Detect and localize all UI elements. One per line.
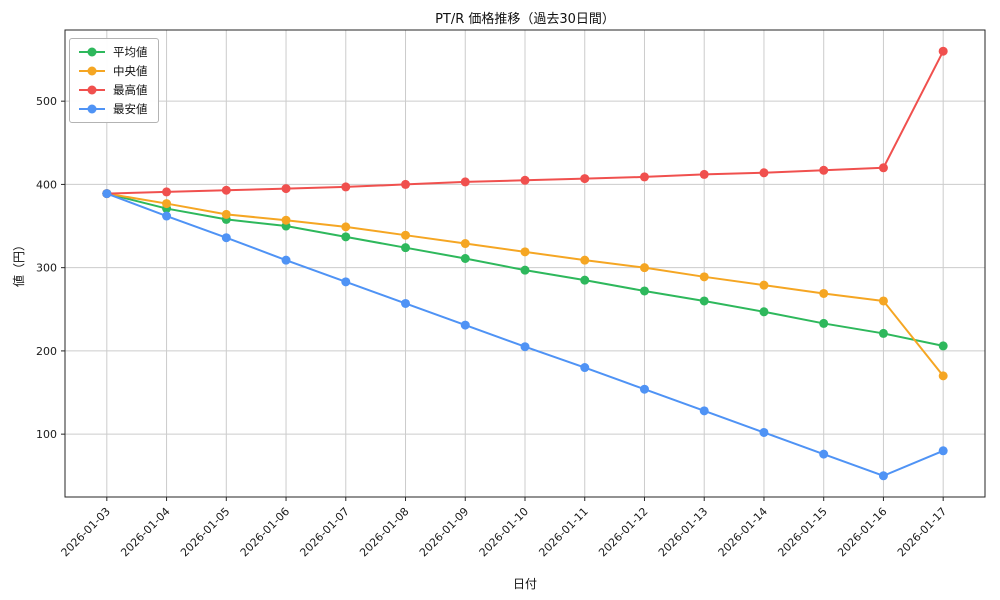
x-tick-label: 2026-01-08: [357, 505, 411, 559]
legend-item-1: 中央値: [77, 63, 148, 79]
legend-label: 平均値: [113, 45, 148, 59]
series-marker-2: [699, 169, 709, 179]
series-marker-0: [938, 341, 948, 351]
series-marker-1: [699, 272, 709, 282]
legend-item-3: 最安値: [77, 101, 148, 117]
series-marker-1: [401, 230, 411, 240]
x-tick-label: 2026-01-15: [775, 505, 829, 559]
series-marker-3: [580, 363, 590, 373]
plot-frame: [64, 29, 986, 498]
x-tick-label: 2026-01-14: [716, 505, 770, 559]
legend-marker-icon: [79, 104, 105, 114]
x-tick-label: 2026-01-03: [59, 505, 113, 559]
x-tick-label: 2026-01-16: [835, 505, 889, 559]
series-marker-2: [819, 165, 829, 175]
x-tick-label: 2026-01-09: [417, 505, 471, 559]
y-tick-label: 500: [36, 95, 57, 108]
series-marker-1: [520, 247, 530, 257]
series-marker-0: [520, 265, 530, 275]
chart-title: PT/R 価格推移（過去30日間）: [435, 12, 615, 27]
series-marker-0: [819, 318, 829, 328]
series-marker-1: [580, 255, 590, 265]
series-marker-0: [460, 254, 470, 264]
series-marker-3: [878, 471, 888, 481]
series-marker-2: [520, 175, 530, 185]
series-marker-1: [878, 296, 888, 306]
series-marker-0: [341, 232, 351, 242]
series-marker-1: [281, 215, 291, 225]
series-marker-1: [938, 371, 948, 381]
series-marker-1: [639, 263, 649, 273]
series-marker-2: [639, 172, 649, 182]
series-marker-3: [819, 449, 829, 459]
legend-marker-icon: [79, 47, 105, 57]
x-tick-label: 2026-01-11: [536, 505, 590, 559]
series-marker-2: [938, 46, 948, 56]
legend: 平均値中央値最高値最安値: [69, 38, 159, 123]
y-tick-label: 300: [36, 262, 57, 275]
legend-label: 中央値: [113, 64, 148, 78]
series-marker-3: [460, 320, 470, 330]
series-marker-1: [460, 239, 470, 249]
series-marker-3: [520, 342, 530, 352]
series-marker-2: [878, 163, 888, 173]
legend-marker-icon: [79, 85, 105, 95]
series-marker-3: [341, 277, 351, 287]
x-tick-label: 2026-01-10: [477, 505, 531, 559]
series-marker-3: [639, 384, 649, 394]
series-marker-2: [460, 177, 470, 187]
legend-marker-icon: [79, 66, 105, 76]
series-marker-3: [938, 446, 948, 456]
series-marker-2: [281, 184, 291, 194]
y-tick-label: 400: [36, 178, 57, 191]
series-marker-2: [759, 168, 769, 178]
y-tick-label: 200: [36, 345, 57, 358]
series-marker-0: [699, 296, 709, 306]
x-tick-label: 2026-01-07: [297, 505, 351, 559]
series-marker-1: [221, 209, 231, 219]
x-tick-label: 2026-01-13: [656, 505, 710, 559]
series-marker-3: [281, 255, 291, 265]
series-marker-1: [162, 199, 172, 209]
series-marker-3: [699, 406, 709, 416]
series-marker-3: [401, 298, 411, 308]
x-tick-label: 2026-01-12: [596, 505, 650, 559]
series-marker-1: [341, 222, 351, 232]
series-marker-2: [401, 179, 411, 189]
series-marker-3: [759, 427, 769, 437]
legend-label: 最高値: [113, 83, 148, 97]
series-marker-1: [819, 288, 829, 298]
series-marker-0: [401, 243, 411, 253]
x-tick-label: 2026-01-04: [118, 505, 172, 559]
y-axis-label: 値（円）: [12, 239, 26, 288]
x-tick-label: 2026-01-06: [238, 505, 292, 559]
legend-label: 最安値: [113, 102, 148, 116]
series-marker-2: [580, 174, 590, 184]
series-marker-0: [639, 286, 649, 296]
x-tick-label: 2026-01-17: [895, 505, 949, 559]
series-marker-2: [162, 187, 172, 197]
series-marker-3: [162, 211, 172, 221]
series-marker-0: [878, 328, 888, 338]
y-tick-label: 100: [36, 428, 57, 441]
legend-item-0: 平均値: [77, 44, 148, 60]
series-marker-0: [759, 307, 769, 317]
series-marker-0: [580, 275, 590, 285]
x-tick-label: 2026-01-05: [178, 505, 232, 559]
x-axis-label: 日付: [512, 577, 537, 591]
series-marker-3: [221, 233, 231, 243]
legend-item-2: 最高値: [77, 82, 148, 98]
series-marker-2: [221, 185, 231, 195]
series-marker-2: [341, 182, 351, 192]
series-marker-3: [102, 189, 112, 199]
series-marker-1: [759, 280, 769, 290]
